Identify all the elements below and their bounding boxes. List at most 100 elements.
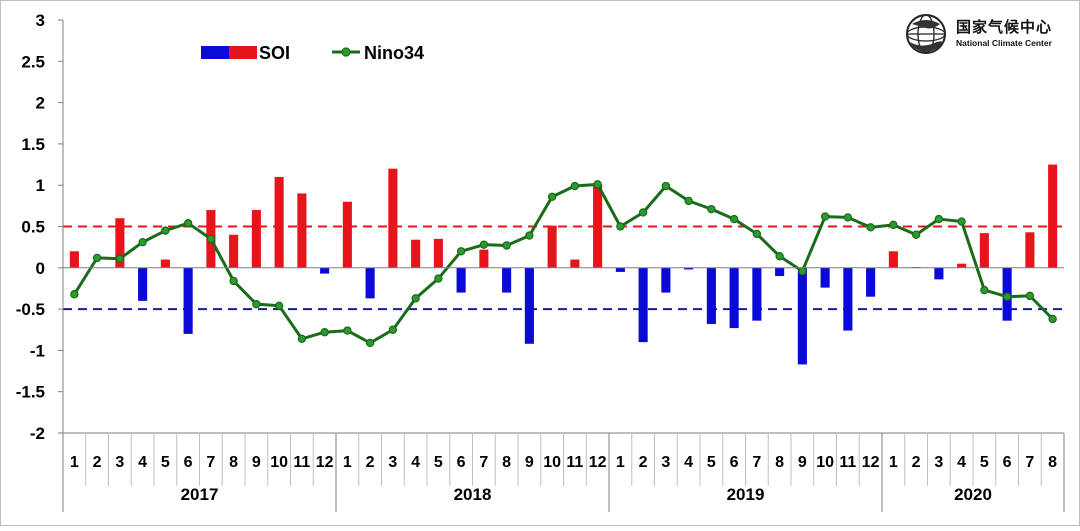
nino34-point xyxy=(957,217,966,226)
soi-bar xyxy=(502,267,512,293)
legend-nino34-marker xyxy=(341,47,351,57)
legend-nino34-label: Nino34 xyxy=(364,43,424,63)
x-tick-label: 4 xyxy=(138,454,147,471)
soi-bar xyxy=(183,267,193,334)
soi-bar xyxy=(251,209,261,268)
nino34-point xyxy=(320,328,329,337)
soi-bar xyxy=(297,193,307,268)
soi-bar xyxy=(593,184,603,268)
nino34-point xyxy=(365,338,375,348)
soi-bar xyxy=(69,251,79,268)
soi-bar xyxy=(775,267,785,277)
x-tick-label: 10 xyxy=(270,454,288,471)
soi-bar xyxy=(274,176,284,268)
soi-bar xyxy=(479,249,489,268)
soi-bar xyxy=(1048,164,1058,268)
soi-bar xyxy=(433,238,443,268)
x-tick-label: 1 xyxy=(616,454,625,471)
x-tick-label: 3 xyxy=(388,454,397,471)
nino34-point xyxy=(274,301,284,310)
x-tick-label: 12 xyxy=(589,454,607,471)
legend: SOI Nino34 xyxy=(201,43,424,63)
soi-bar xyxy=(866,267,876,297)
nino34-point xyxy=(525,231,534,240)
nino34-point xyxy=(843,213,853,222)
y-tick-label: 0.5 xyxy=(21,218,45,237)
x-tick-label: 9 xyxy=(252,454,261,471)
nino34-point xyxy=(820,212,830,221)
soi-bar xyxy=(388,168,398,268)
x-tick-label: 4 xyxy=(411,454,420,471)
y-tick-label: 1.5 xyxy=(21,135,45,154)
soi-bar xyxy=(706,267,716,324)
nino34-point xyxy=(70,290,79,299)
nino34-point xyxy=(729,214,739,224)
logo-title-en: National Climate Center xyxy=(956,38,1053,48)
y-tick-label: 1 xyxy=(36,176,45,195)
soi-bar xyxy=(729,267,739,329)
x-tick-label: 6 xyxy=(457,454,466,471)
logo-title-cn: 国家气候中心 xyxy=(956,18,1052,36)
soi-bar xyxy=(888,251,898,268)
y-tick-label: -0.5 xyxy=(16,300,45,319)
x-tick-label: 10 xyxy=(543,454,561,471)
x-tick-label: 2 xyxy=(912,454,921,471)
y-tick-label: -2 xyxy=(30,424,45,443)
nino34-point xyxy=(434,274,443,283)
nino34-point xyxy=(752,229,762,239)
nino34-point xyxy=(92,253,102,263)
x-tick-label: 7 xyxy=(206,454,215,471)
year-label: 2019 xyxy=(727,485,765,504)
x-tick-label: 8 xyxy=(775,454,784,471)
x-tick-label: 5 xyxy=(707,454,716,471)
nino34-point xyxy=(411,294,420,303)
nino34-point xyxy=(502,241,511,250)
soi-bar xyxy=(411,239,421,268)
nino34-point xyxy=(980,285,989,295)
x-tick-label: 2 xyxy=(366,454,375,471)
nino34-point xyxy=(1025,291,1035,301)
soi-bar xyxy=(138,267,148,301)
x-tick-label: 6 xyxy=(184,454,193,471)
soi-bar xyxy=(934,267,944,280)
x-tick-label: 4 xyxy=(684,454,693,471)
y-tick-label: 2 xyxy=(36,94,45,113)
y-tick-label: -1.5 xyxy=(16,383,45,402)
soi-bar xyxy=(342,201,352,268)
nino34-point xyxy=(229,276,238,286)
x-tick-label: 9 xyxy=(798,454,807,471)
nino34-point xyxy=(1002,292,1012,301)
y-tick-label: 0 xyxy=(36,259,45,278)
x-tick-label: 11 xyxy=(839,454,856,471)
year-label: 2018 xyxy=(454,485,492,504)
x-tick-label: 12 xyxy=(316,454,334,471)
soi-bar xyxy=(957,263,967,268)
nino34-point xyxy=(661,181,671,191)
nino34-point xyxy=(343,326,352,335)
nino34-point xyxy=(934,214,944,224)
nino34-point xyxy=(252,299,261,309)
x-tick-label: 2 xyxy=(93,454,102,471)
soi-bar xyxy=(456,267,466,293)
x-tick-label: 6 xyxy=(1003,454,1012,471)
x-tick-label: 8 xyxy=(1048,454,1057,471)
nino34-point xyxy=(138,237,147,247)
y-tick-label: 2.5 xyxy=(21,52,45,71)
nino34-point xyxy=(570,181,580,191)
legend-soi-blue-swatch xyxy=(201,46,229,59)
soi-bar xyxy=(365,267,375,299)
x-tick-label: 1 xyxy=(70,454,79,471)
soi-bar xyxy=(843,267,853,331)
x-tick-label: 5 xyxy=(161,454,170,471)
x-tick-label: 10 xyxy=(816,454,834,471)
soi-bar xyxy=(570,259,580,268)
y-tick-label: -1 xyxy=(30,341,45,360)
soi-bar xyxy=(638,267,648,343)
nino34-point xyxy=(707,204,716,214)
soi-bar xyxy=(229,234,239,268)
x-tick-label: 6 xyxy=(730,454,739,471)
nino34-point xyxy=(638,208,648,217)
nino34-point xyxy=(889,220,898,230)
x-tick-label: 11 xyxy=(566,454,583,471)
